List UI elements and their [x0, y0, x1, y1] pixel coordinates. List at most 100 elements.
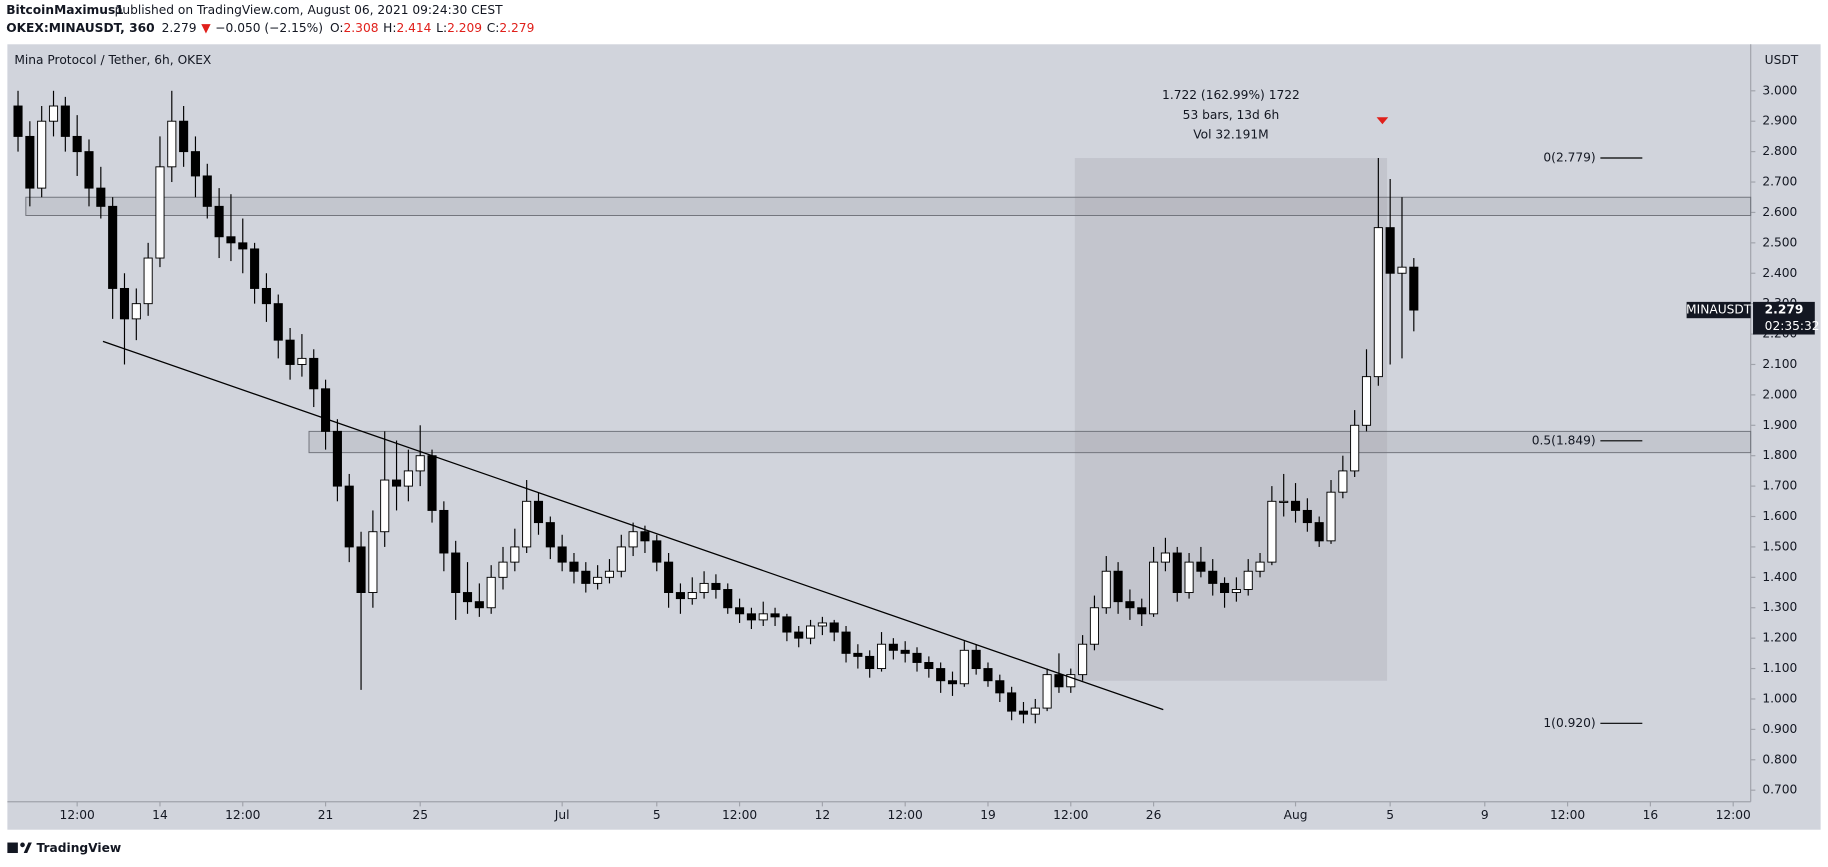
- candle-body: [108, 205, 118, 289]
- x-tick-label: 19: [980, 808, 996, 822]
- x-tick-label: 12:00: [1716, 808, 1751, 822]
- x-tick-label: 12:00: [888, 808, 923, 822]
- x-tick-label: 26: [1146, 808, 1162, 822]
- y-tick-label: 0.900: [1762, 722, 1797, 736]
- candle-body: [273, 303, 283, 341]
- x-tick-label: 12:00: [60, 808, 95, 822]
- symbol-tag-bg: [1686, 301, 1751, 319]
- candle-body: [936, 668, 946, 682]
- x-tick-label: 5: [653, 808, 661, 822]
- ohlc-value: 2.308: [344, 20, 379, 34]
- candle-body: [226, 236, 236, 244]
- candle-body: [1196, 561, 1206, 572]
- y-tick-label: 1.400: [1762, 570, 1797, 584]
- y-tick-label: 1.800: [1762, 448, 1797, 462]
- candle-body: [1243, 570, 1253, 590]
- candle-body: [640, 531, 650, 542]
- x-tick-label: 12:00: [722, 808, 757, 822]
- candle-body: [309, 357, 319, 390]
- candle-body: [403, 470, 413, 487]
- ohlc-label: H:: [383, 20, 396, 34]
- candle-body: [735, 607, 745, 615]
- candle-body: [13, 105, 23, 137]
- candle-body: [84, 151, 94, 189]
- candle-body: [179, 120, 189, 153]
- candle-body: [498, 561, 508, 578]
- peak-marker: [1376, 117, 1389, 125]
- candle-body: [1007, 692, 1017, 712]
- candle-body: [865, 655, 875, 670]
- ohlc-value: 2.209: [447, 20, 482, 34]
- candle-body: [427, 455, 437, 511]
- price-tag-bg: [1753, 301, 1815, 335]
- y-tick-label: 2.500: [1762, 235, 1797, 249]
- candle-body: [344, 485, 354, 548]
- logo-mark: [23, 842, 32, 854]
- candle-body: [250, 248, 260, 289]
- candle-body: [746, 613, 756, 621]
- candle-body: [1172, 552, 1182, 594]
- y-tick-label: 1.700: [1762, 479, 1797, 493]
- candle-body: [628, 531, 638, 548]
- candle-body: [119, 287, 130, 320]
- candle-body: [392, 479, 402, 487]
- candle-body: [214, 205, 224, 238]
- candle-body: [841, 631, 851, 654]
- y-tick-label: 2.700: [1762, 175, 1797, 189]
- y-tick-label: 2.000: [1762, 387, 1797, 401]
- y-tick-label: 2.100: [1762, 357, 1797, 371]
- measure-box: [1074, 158, 1388, 681]
- measure-text: Vol 32.191M: [1193, 128, 1268, 142]
- y-tick-label: 1.600: [1762, 509, 1797, 523]
- candle-body: [581, 570, 591, 584]
- candle-body: [1350, 424, 1360, 472]
- candle-body: [202, 175, 212, 207]
- fib-label: 1(0.920): [1543, 716, 1595, 730]
- y-tick-label: 2.800: [1762, 144, 1797, 158]
- candle-body: [415, 455, 425, 472]
- candle-body: [604, 570, 615, 578]
- y-tick-label: 1.300: [1762, 600, 1797, 614]
- y-tick-label: 0.800: [1762, 752, 1797, 766]
- candle-body: [900, 649, 910, 654]
- x-tick-label: 21: [318, 808, 334, 822]
- candle-body: [853, 652, 863, 657]
- candle-body: [37, 120, 47, 189]
- candle-body: [1078, 643, 1088, 676]
- candle-body: [711, 582, 721, 590]
- candle-body: [332, 430, 342, 487]
- y-tick-label: 2.900: [1762, 114, 1797, 128]
- candle-body: [569, 561, 579, 572]
- candle-body: [652, 540, 662, 563]
- ohlc-label: O:: [330, 20, 344, 34]
- candle-body: [959, 649, 969, 685]
- candle-body: [96, 187, 106, 207]
- candle-body: [1208, 570, 1218, 584]
- y-tick-label: 1.900: [1762, 418, 1797, 432]
- candle-body: [1326, 491, 1336, 542]
- candle-body: [770, 613, 780, 618]
- candle-body: [1267, 500, 1277, 563]
- price-tag: 2.279: [1765, 303, 1804, 317]
- candle-body: [474, 601, 484, 609]
- candle-body: [1231, 589, 1241, 594]
- y-tick-label: 1.100: [1762, 661, 1797, 675]
- logo-mark: [20, 842, 25, 848]
- candle-body: [143, 257, 153, 305]
- candle-body: [664, 561, 674, 594]
- ohlc-value: 2.414: [396, 20, 431, 34]
- y-tick-label: 1.000: [1762, 691, 1797, 705]
- candle-body: [1338, 470, 1348, 493]
- countdown: 02:35:32: [1765, 319, 1820, 333]
- candle-body: [321, 388, 331, 432]
- candle-body: [522, 500, 532, 548]
- x-tick-label: 14: [152, 808, 168, 822]
- candle-body: [912, 652, 922, 663]
- candle-body: [971, 649, 981, 670]
- candle-body: [462, 592, 473, 603]
- candle-body: [924, 662, 934, 670]
- candle-body: [794, 631, 804, 639]
- chart-background: [7, 44, 1821, 830]
- candle-body: [995, 680, 1005, 694]
